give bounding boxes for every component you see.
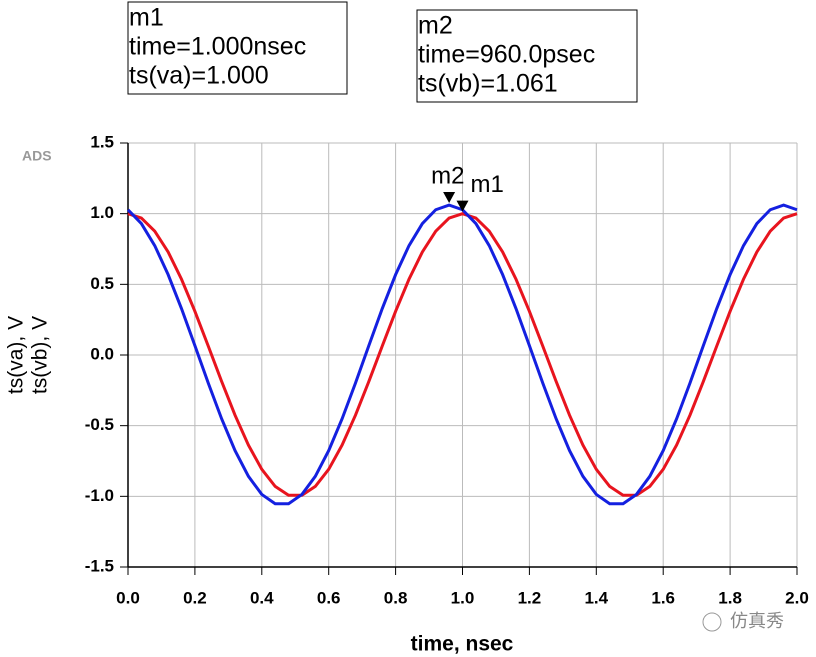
marker-box bbox=[127, 1, 348, 95]
y-tick-label: 0.5 bbox=[90, 274, 114, 293]
x-tick-label: 2.0 bbox=[785, 588, 809, 607]
marker-readout: time=1.000nsec bbox=[129, 33, 306, 61]
x-axis-label: time, nsec bbox=[411, 633, 514, 656]
y-tick-label: 0.0 bbox=[90, 344, 114, 363]
marker-readout: ts(vb)=1.061 bbox=[418, 70, 558, 98]
x-tick-label: 0.4 bbox=[250, 588, 274, 607]
series-line bbox=[127, 212, 798, 497]
x-tick-label: 0.2 bbox=[183, 588, 207, 607]
marker bbox=[456, 200, 469, 212]
marker-readout: m2 bbox=[418, 12, 453, 40]
x-tick-label: 1.0 bbox=[451, 588, 475, 607]
x-tick-label: 1.2 bbox=[518, 588, 542, 607]
x-tick-label: 1.6 bbox=[651, 588, 675, 607]
x-tick-label: 0.6 bbox=[317, 588, 341, 607]
y-tick-label: -1.0 bbox=[85, 486, 114, 505]
x-tick-label: 1.4 bbox=[584, 588, 608, 607]
y-tick-label: -0.5 bbox=[85, 415, 114, 434]
x-tick-label: 1.8 bbox=[718, 588, 742, 607]
marker-readout: ts(va)=1.000 bbox=[129, 62, 269, 90]
marker bbox=[443, 192, 456, 204]
x-tick-label: 0.8 bbox=[384, 588, 408, 607]
ads-label: ADS bbox=[22, 148, 52, 164]
y-axis-label: ts(vb), V bbox=[29, 316, 52, 394]
marker-name: m1 bbox=[471, 171, 504, 198]
y-axis-label: ts(va), V bbox=[5, 316, 28, 394]
marker-box bbox=[416, 9, 638, 103]
watermark-icon bbox=[702, 612, 722, 632]
y-tick-label: 1.0 bbox=[90, 203, 114, 222]
y-tick-label: 1.5 bbox=[90, 132, 114, 151]
marker-readout: time=960.0psec bbox=[418, 41, 595, 69]
watermark: 仿真秀 bbox=[730, 611, 784, 631]
x-tick-label: 0.0 bbox=[116, 588, 140, 607]
marker-name: m2 bbox=[431, 162, 464, 189]
y-tick-label: -1.5 bbox=[85, 556, 114, 575]
marker-readout: m1 bbox=[129, 4, 164, 32]
